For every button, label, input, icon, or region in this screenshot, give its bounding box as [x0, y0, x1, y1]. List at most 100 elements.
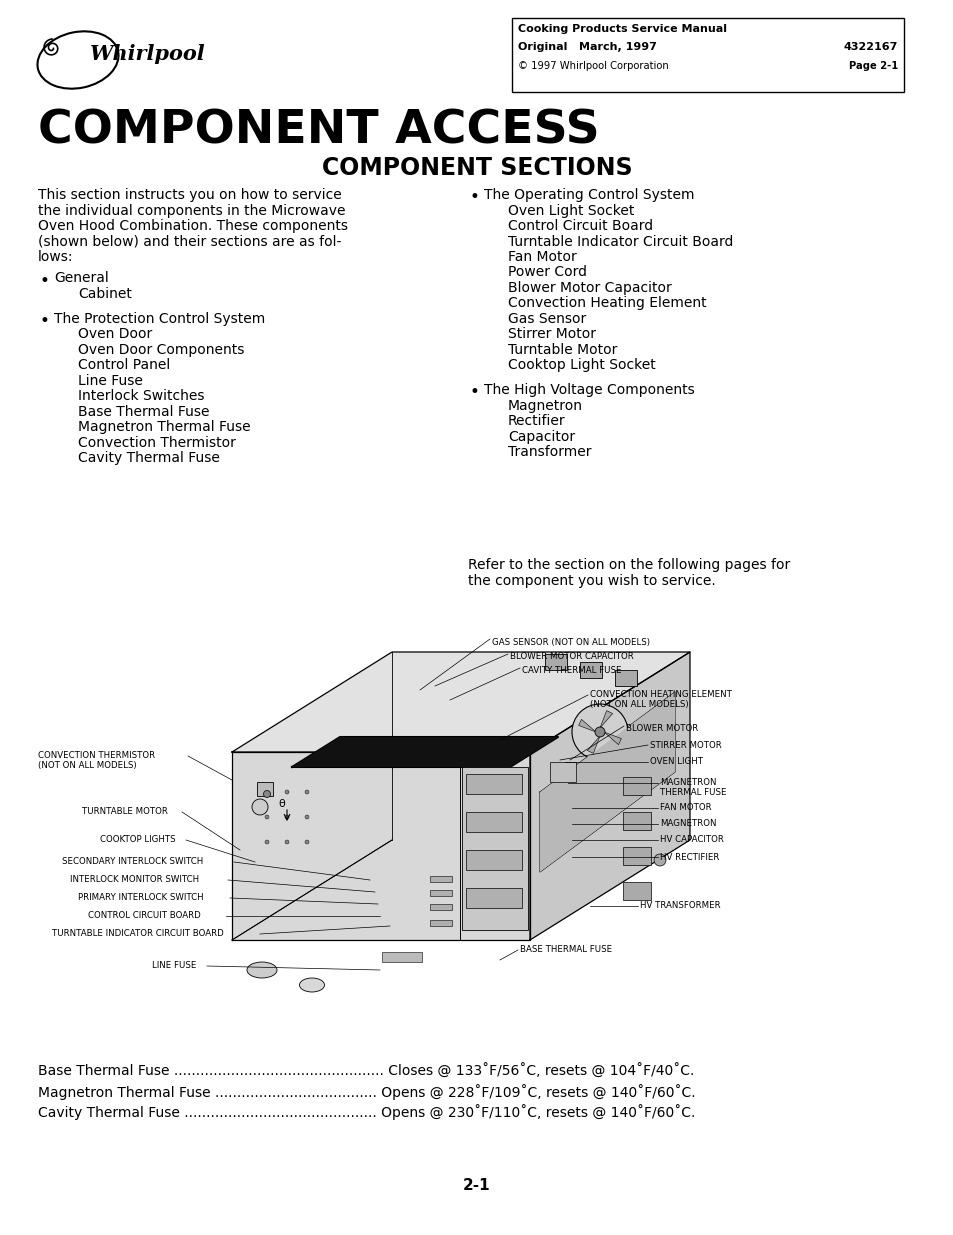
Circle shape — [285, 790, 289, 794]
Text: •: • — [40, 311, 50, 330]
Text: Magnetron Thermal Fuse ..................................... Opens @ 228˚F/109˚C: Magnetron Thermal Fuse .................… — [38, 1084, 695, 1100]
Ellipse shape — [299, 978, 324, 992]
Text: INTERLOCK MONITOR SWITCH: INTERLOCK MONITOR SWITCH — [70, 876, 199, 884]
Text: General: General — [54, 272, 109, 285]
Bar — [256, 782, 273, 797]
Polygon shape — [539, 692, 675, 872]
Text: •: • — [470, 188, 479, 206]
Text: COMPONENT ACCESS: COMPONENT ACCESS — [38, 107, 599, 153]
Polygon shape — [232, 752, 530, 940]
Text: CONVECTION HEATING ELEMENT: CONVECTION HEATING ELEMENT — [589, 690, 731, 699]
Text: MAGNETRON: MAGNETRON — [659, 778, 716, 787]
Text: (NOT ON ALL MODELS): (NOT ON ALL MODELS) — [589, 700, 688, 709]
Text: Cooking Products Service Manual: Cooking Products Service Manual — [517, 23, 726, 35]
Text: •: • — [470, 383, 479, 401]
Text: PRIMARY INTERLOCK SWITCH: PRIMARY INTERLOCK SWITCH — [78, 893, 203, 903]
Text: OVEN LIGHT: OVEN LIGHT — [649, 757, 702, 767]
Circle shape — [285, 815, 289, 819]
Bar — [615, 671, 637, 685]
Text: Magnetron: Magnetron — [507, 399, 582, 412]
Text: THERMAL FUSE: THERMAL FUSE — [659, 788, 726, 797]
Polygon shape — [603, 732, 620, 745]
Text: Base Thermal Fuse ................................................ Closes @ 133˚: Base Thermal Fuse ......................… — [38, 1065, 694, 1079]
Text: Blower Motor Capacitor: Blower Motor Capacitor — [507, 282, 671, 295]
Text: Base Thermal Fuse: Base Thermal Fuse — [78, 405, 210, 419]
Bar — [622, 847, 650, 864]
Text: Convection Thermistor: Convection Thermistor — [78, 436, 235, 450]
Text: TURNTABLE MOTOR: TURNTABLE MOTOR — [82, 808, 168, 816]
Text: BLOWER MOTOR: BLOWER MOTOR — [625, 724, 698, 734]
Text: This section instructs you on how to service: This section instructs you on how to ser… — [38, 188, 341, 203]
Circle shape — [572, 704, 627, 760]
Circle shape — [305, 840, 309, 844]
Text: Whirlpool: Whirlpool — [90, 44, 206, 64]
Text: Turntable Motor: Turntable Motor — [507, 343, 617, 357]
Text: BASE THERMAL FUSE: BASE THERMAL FUSE — [519, 946, 612, 955]
Bar — [465, 850, 521, 869]
Text: Transformer: Transformer — [507, 446, 591, 459]
Text: the component you wish to service.: the component you wish to service. — [468, 573, 715, 588]
Text: Interlock Switches: Interlock Switches — [78, 389, 204, 404]
Bar — [544, 655, 566, 671]
Text: Cabinet: Cabinet — [78, 287, 132, 301]
Text: FAN MOTOR: FAN MOTOR — [659, 804, 711, 813]
Bar — [430, 904, 452, 910]
Text: Cavity Thermal Fuse: Cavity Thermal Fuse — [78, 451, 219, 466]
Text: Fan Motor: Fan Motor — [507, 249, 577, 264]
Circle shape — [595, 727, 604, 737]
Text: Oven Door: Oven Door — [78, 327, 152, 341]
Text: The High Voltage Components: The High Voltage Components — [483, 383, 694, 398]
Text: Rectifier: Rectifier — [507, 414, 565, 429]
Text: 4322167: 4322167 — [842, 42, 897, 52]
Text: SECONDARY INTERLOCK SWITCH: SECONDARY INTERLOCK SWITCH — [62, 857, 203, 867]
Circle shape — [265, 790, 269, 794]
Text: Original   March, 1997: Original March, 1997 — [517, 42, 657, 52]
Text: Turntable Indicator Circuit Board: Turntable Indicator Circuit Board — [507, 235, 733, 248]
Text: COMPONENT SECTIONS: COMPONENT SECTIONS — [321, 156, 632, 180]
Text: Line Fuse: Line Fuse — [78, 374, 143, 388]
Text: STIRRER MOTOR: STIRRER MOTOR — [649, 741, 721, 750]
Circle shape — [252, 799, 268, 815]
Circle shape — [305, 790, 309, 794]
Bar — [550, 762, 576, 782]
Text: CONTROL CIRCUIT BOARD: CONTROL CIRCUIT BOARD — [88, 911, 200, 920]
Text: Convection Heating Element: Convection Heating Element — [507, 296, 706, 310]
Text: (shown below) and their sections are as fol-: (shown below) and their sections are as … — [38, 235, 341, 248]
Circle shape — [265, 840, 269, 844]
Polygon shape — [578, 719, 596, 732]
Bar — [430, 920, 452, 926]
Text: HV TRANSFORMER: HV TRANSFORMER — [639, 902, 720, 910]
Text: Magnetron Thermal Fuse: Magnetron Thermal Fuse — [78, 420, 251, 435]
Bar — [465, 811, 521, 832]
Bar — [430, 876, 452, 882]
Bar — [461, 767, 527, 930]
Text: Control Panel: Control Panel — [78, 358, 170, 372]
Text: LINE FUSE: LINE FUSE — [152, 962, 196, 971]
Text: Power Cord: Power Cord — [507, 266, 586, 279]
Bar — [622, 882, 650, 900]
Text: CONVECTION THERMISTOR: CONVECTION THERMISTOR — [38, 751, 155, 760]
Text: (NOT ON ALL MODELS): (NOT ON ALL MODELS) — [38, 761, 136, 769]
Polygon shape — [599, 710, 612, 727]
Text: Cooktop Light Socket: Cooktop Light Socket — [507, 358, 655, 373]
Ellipse shape — [247, 962, 276, 978]
Text: The Operating Control System: The Operating Control System — [483, 188, 694, 203]
Polygon shape — [530, 652, 689, 940]
Bar — [430, 890, 452, 897]
Text: The Protection Control System: The Protection Control System — [54, 311, 265, 326]
Text: Oven Door Components: Oven Door Components — [78, 343, 244, 357]
Text: HV CAPACITOR: HV CAPACITOR — [659, 836, 723, 845]
Text: lows:: lows: — [38, 249, 73, 264]
Text: HV RECTIFIER: HV RECTIFIER — [659, 852, 719, 862]
Text: CAVITY THERMAL FUSE: CAVITY THERMAL FUSE — [521, 666, 620, 676]
Text: Gas Sensor: Gas Sensor — [507, 312, 586, 326]
Bar — [622, 811, 650, 830]
Text: Oven Light Socket: Oven Light Socket — [507, 204, 634, 217]
Text: θ: θ — [278, 799, 285, 809]
Text: GAS SENSOR (NOT ON ALL MODELS): GAS SENSOR (NOT ON ALL MODELS) — [492, 638, 649, 647]
Text: Stirrer Motor: Stirrer Motor — [507, 327, 596, 342]
Text: Page 2-1: Page 2-1 — [848, 61, 897, 70]
Bar — [622, 777, 650, 795]
Text: the individual components in the Microwave: the individual components in the Microwa… — [38, 204, 345, 217]
Bar — [512, 19, 903, 91]
